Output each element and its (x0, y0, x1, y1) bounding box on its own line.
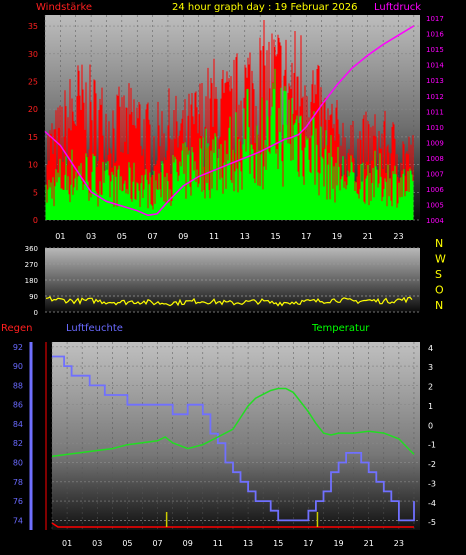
x-tick-hour: 07 (147, 232, 157, 241)
x-tick-hour: 17 (303, 539, 313, 548)
compass-letter: O (435, 284, 444, 297)
y-tick-humidity: 80 (13, 459, 23, 468)
x-tick-hour: 01 (55, 232, 65, 241)
y-tick-windspeed: 25 (28, 77, 38, 86)
x-tick-hour: 11 (213, 539, 223, 548)
y-tick-pressure: 1006 (426, 186, 444, 194)
rain-label: Regen (1, 323, 33, 334)
windspeed-label: Windstärke (36, 2, 92, 13)
y-tick-temperature: 3 (428, 363, 433, 372)
climate-panel (52, 342, 420, 530)
x-tick-hour: 11 (209, 232, 219, 241)
y-tick-temperature: -5 (428, 518, 436, 527)
y-tick-pressure: 1017 (426, 15, 444, 23)
y-tick-pressure: 1014 (426, 62, 444, 70)
compass-letter: S (435, 268, 442, 281)
y-tick-pressure: 1004 (426, 217, 444, 225)
y-tick-pressure: 1016 (426, 31, 444, 39)
series-lines-layer (44, 25, 415, 528)
wind-direction-line (45, 296, 413, 307)
y-tick-pressure: 1012 (426, 93, 444, 101)
wind-bars-layer (45, 20, 414, 220)
y-tick-pressure: 1009 (426, 139, 444, 147)
x-tick-hour: 15 (273, 539, 283, 548)
x-tick-hour: 05 (122, 539, 132, 548)
y-tick-windspeed: 30 (28, 50, 38, 59)
x-tick-hour: 21 (364, 539, 374, 548)
humidity-line (52, 355, 415, 522)
y-tick-windspeed: 15 (28, 133, 38, 142)
y-tick-windspeed: 20 (28, 105, 38, 114)
compass-letter: W (435, 253, 446, 266)
temperature-line (51, 387, 415, 458)
compass-letter: N (435, 299, 443, 312)
y-tick-humidity: 88 (13, 381, 23, 390)
x-tick-hour: 23 (393, 232, 403, 241)
y-tick-windspeed: 0 (33, 216, 38, 225)
y-tick-humidity: 86 (13, 401, 23, 410)
y-tick-humidity: 78 (13, 478, 23, 487)
x-tick-hour: 09 (178, 232, 188, 241)
x-tick-hour: 13 (243, 539, 253, 548)
axis-labels-layer: 0510152025303510041005100610071008100910… (13, 15, 446, 548)
x-tick-hour: 17 (301, 232, 311, 241)
x-tick-hour: 19 (333, 539, 343, 548)
y-tick-pressure: 1005 (426, 201, 444, 209)
chart-title: 24 hour graph day : 19 Februar 2026 (172, 2, 357, 13)
x-tick-hour: 09 (183, 539, 193, 548)
y-tick-temperature: -4 (428, 499, 436, 508)
humidity-label: Luftfeuchte (66, 323, 123, 334)
compass-letter: N (435, 237, 443, 250)
y-tick-temperature: -2 (428, 460, 436, 469)
y-tick-humidity: 76 (13, 497, 23, 506)
x-tick-hour: 03 (86, 232, 96, 241)
y-tick-humidity: 74 (13, 516, 23, 525)
x-tick-hour: 01 (62, 539, 72, 548)
y-tick-pressure: 1015 (426, 46, 444, 54)
y-tick-direction: 360 (25, 245, 38, 253)
y-tick-humidity: 84 (13, 420, 23, 429)
y-tick-humidity: 90 (13, 362, 23, 371)
x-tick-hour: 13 (240, 232, 250, 241)
y-tick-temperature: 1 (428, 402, 433, 411)
pressure-line (44, 25, 415, 217)
y-tick-temperature: -1 (428, 441, 436, 450)
x-tick-hour: 05 (117, 232, 127, 241)
y-tick-direction: 180 (25, 277, 38, 285)
x-tick-hour: 03 (92, 539, 102, 548)
x-tick-hour: 19 (332, 232, 342, 241)
rain-line (51, 522, 414, 528)
y-tick-humidity: 92 (13, 343, 23, 352)
x-tick-hour: 15 (270, 232, 280, 241)
y-tick-windspeed: 5 (33, 188, 38, 197)
y-tick-temperature: 0 (428, 421, 433, 430)
y-tick-temperature: 4 (428, 344, 433, 353)
y-tick-pressure: 1010 (426, 124, 444, 132)
y-tick-temperature: -3 (428, 479, 436, 488)
y-tick-pressure: 1013 (426, 77, 444, 85)
y-tick-humidity: 82 (13, 439, 23, 448)
pressure-label: Luftdruck (374, 2, 421, 13)
y-tick-windspeed: 35 (28, 22, 38, 31)
y-tick-temperature: 2 (428, 383, 433, 392)
y-tick-windspeed: 10 (28, 161, 38, 170)
y-tick-pressure: 1008 (426, 155, 444, 163)
y-tick-direction: 270 (25, 261, 38, 269)
y-tick-pressure: 1011 (426, 108, 444, 116)
x-tick-hour: 21 (363, 232, 373, 241)
x-tick-hour: 07 (152, 539, 162, 548)
x-tick-hour: 23 (394, 539, 404, 548)
y-tick-direction: 0 (34, 309, 38, 317)
y-tick-pressure: 1007 (426, 170, 444, 178)
temperature-label: Temperatur (311, 323, 370, 334)
y-tick-direction: 90 (29, 293, 38, 301)
